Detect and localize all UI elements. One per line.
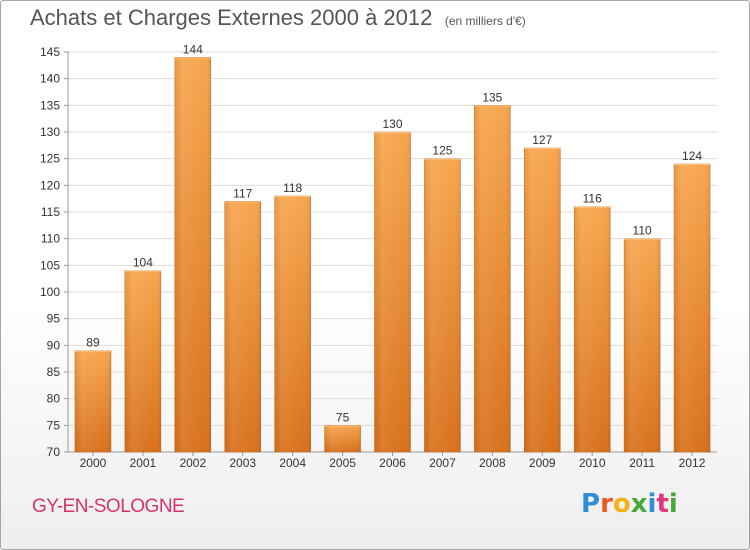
value-label: 89 bbox=[86, 336, 100, 350]
value-label: 117 bbox=[233, 186, 252, 200]
x-tick-label: 2007 bbox=[429, 456, 456, 470]
y-tick-label: 135 bbox=[40, 98, 60, 112]
value-label: 127 bbox=[532, 133, 552, 147]
y-tick-label: 70 bbox=[47, 445, 61, 459]
value-label: 125 bbox=[432, 144, 452, 158]
y-tick-label: 90 bbox=[47, 338, 61, 352]
x-tick-label: 2005 bbox=[329, 456, 356, 470]
commune-name: GY-EN-SOLOGNE bbox=[32, 496, 185, 517]
value-label: 130 bbox=[382, 117, 402, 131]
y-tick-label: 140 bbox=[40, 72, 60, 86]
bar-shade bbox=[174, 57, 211, 452]
bar-shade bbox=[424, 158, 461, 452]
x-tick-label: 2001 bbox=[130, 456, 157, 470]
x-tick-label: 2011 bbox=[629, 456, 655, 470]
y-tick-label: 125 bbox=[40, 152, 60, 166]
value-label: 135 bbox=[482, 90, 502, 104]
x-tick-label: 2008 bbox=[479, 456, 506, 470]
proxiti-logo: Proxiti bbox=[581, 489, 678, 519]
bar-shade bbox=[674, 164, 711, 452]
bars bbox=[74, 57, 711, 453]
y-tick-label: 85 bbox=[47, 365, 61, 379]
value-label: 144 bbox=[183, 42, 203, 56]
y-tick-label: 145 bbox=[40, 45, 60, 59]
value-label: 75 bbox=[336, 410, 350, 424]
y-tick-label: 120 bbox=[40, 178, 60, 192]
labels: 70 75 80 85 90 95 100 105 110 115 120 125 130 135 140 1… bbox=[40, 42, 706, 470]
bar-shade bbox=[474, 105, 511, 452]
chart-title: Achats et Charges Externes 2000 à 2012 bbox=[30, 5, 433, 30]
bar-shade bbox=[624, 238, 661, 452]
bar-shade bbox=[524, 148, 561, 452]
value-label: 104 bbox=[133, 256, 153, 270]
chart-subtitle: (en milliers d'€) bbox=[444, 14, 526, 28]
x-tick-label: 2000 bbox=[80, 456, 107, 470]
value-label: 118 bbox=[283, 181, 302, 195]
y-tick-label: 115 bbox=[41, 205, 60, 219]
y-tick-label: 100 bbox=[40, 285, 60, 299]
bar-shade bbox=[74, 350, 111, 452]
y-tick-label: 95 bbox=[47, 312, 61, 326]
y-tick-label: 75 bbox=[47, 418, 61, 432]
y-tick-label: 105 bbox=[40, 258, 60, 272]
bar-shade bbox=[374, 132, 411, 452]
value-label: 124 bbox=[682, 149, 702, 163]
x-tick-label: 2003 bbox=[229, 456, 256, 470]
value-label: 116 bbox=[583, 192, 602, 206]
bar-shade bbox=[274, 196, 311, 452]
x-tick-label: 2004 bbox=[279, 456, 306, 470]
bar-shade bbox=[124, 270, 161, 452]
bar-shade bbox=[224, 201, 261, 452]
x-tick-label: 2002 bbox=[179, 456, 206, 470]
x-tick-label: 2010 bbox=[579, 456, 606, 470]
bar-shade bbox=[324, 425, 361, 452]
bar-shade bbox=[574, 206, 611, 452]
x-tick-label: 2009 bbox=[529, 456, 556, 470]
y-tick-label: 80 bbox=[47, 392, 61, 406]
x-tick-label: 2006 bbox=[379, 456, 406, 470]
y-tick-label: 110 bbox=[41, 232, 60, 246]
title-row: Achats et Charges Externes 2000 à 2012 (… bbox=[30, 5, 526, 31]
value-label: 110 bbox=[633, 224, 652, 238]
y-tick-label: 130 bbox=[40, 125, 60, 139]
x-tick-label: 2012 bbox=[679, 456, 706, 470]
